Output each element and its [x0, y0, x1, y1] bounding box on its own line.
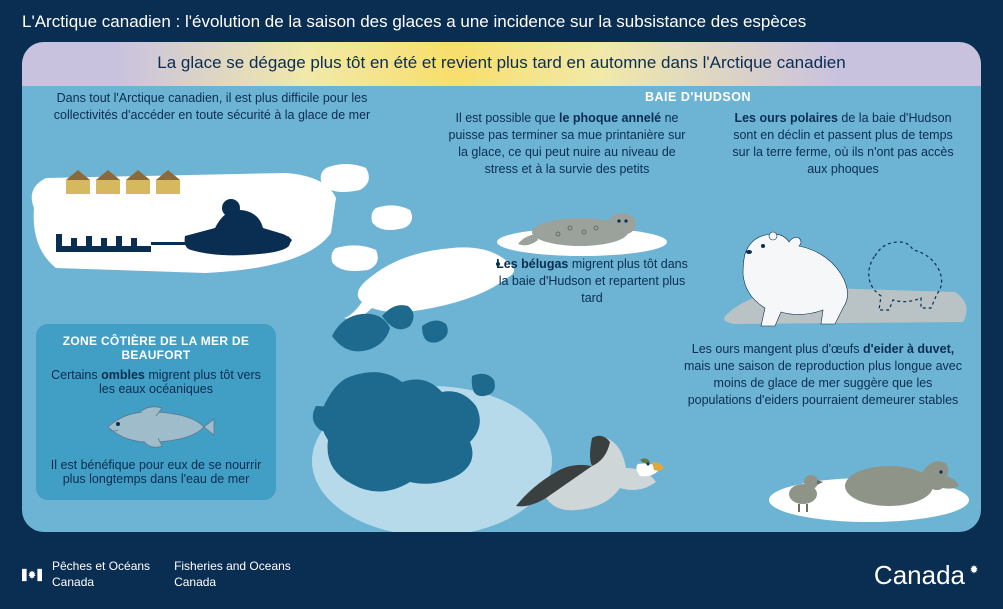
- dept-name-en: Fisheries and Oceans Canada: [174, 559, 291, 590]
- beluga-text: Les bélugas migrent plus tôt dans la bai…: [492, 256, 692, 307]
- dept-name-fr: Pêches et Océans Canada: [52, 559, 150, 590]
- arctic-char-icon: [96, 402, 216, 452]
- wordmark-flag-icon: [967, 564, 981, 578]
- ringed-seal-text: Il est possible que le phoque annelé ne …: [442, 110, 692, 178]
- eider-flying-icon: [492, 416, 672, 526]
- beaufort-char-text: Certains ombles migrent plus tôt vers le…: [48, 368, 264, 396]
- hudson-bay-title: BAIE D'HUDSON: [433, 90, 963, 104]
- canada-wordmark: Canada: [874, 560, 981, 591]
- infographic-body: Dans tout l'Arctique canadien, il est pl…: [22, 86, 981, 532]
- content-frame: La glace se dégage plus tôt en été et re…: [22, 42, 981, 532]
- eider-text: Les ours mangent plus d'œufs d'eider à d…: [683, 341, 963, 409]
- page-title: L'Arctique canadien : l'évolution de la …: [0, 0, 1003, 42]
- seal-on-ice-icon: [492, 198, 672, 258]
- canada-flag-icon: [22, 565, 42, 585]
- banner-text: La glace se dégage plus tôt en été et re…: [147, 51, 855, 75]
- beaufort-title: ZONE CÔTIÈRE DE LA MER DE BEAUFORT: [48, 334, 264, 362]
- polar-bear-text: Les ours polaires de la baie d'Hudson so…: [723, 110, 963, 178]
- footer: Pêches et Océans Canada Fisheries and Oc…: [22, 551, 981, 599]
- arctic-access-text: Dans tout l'Arctique canadien, il est pl…: [32, 90, 392, 124]
- beaufort-benefit-text: Il est bénéfique pour eux de se nourrir …: [48, 458, 264, 486]
- banner: La glace se dégage plus tôt en été et re…: [22, 42, 981, 86]
- beaufort-section: ZONE CÔTIÈRE DE LA MER DE BEAUFORT Certa…: [36, 324, 276, 500]
- eider-sitting-icon: [749, 426, 969, 526]
- polar-bear-icon: [715, 196, 975, 336]
- department-signature: Pêches et Océans Canada Fisheries and Oc…: [22, 559, 291, 590]
